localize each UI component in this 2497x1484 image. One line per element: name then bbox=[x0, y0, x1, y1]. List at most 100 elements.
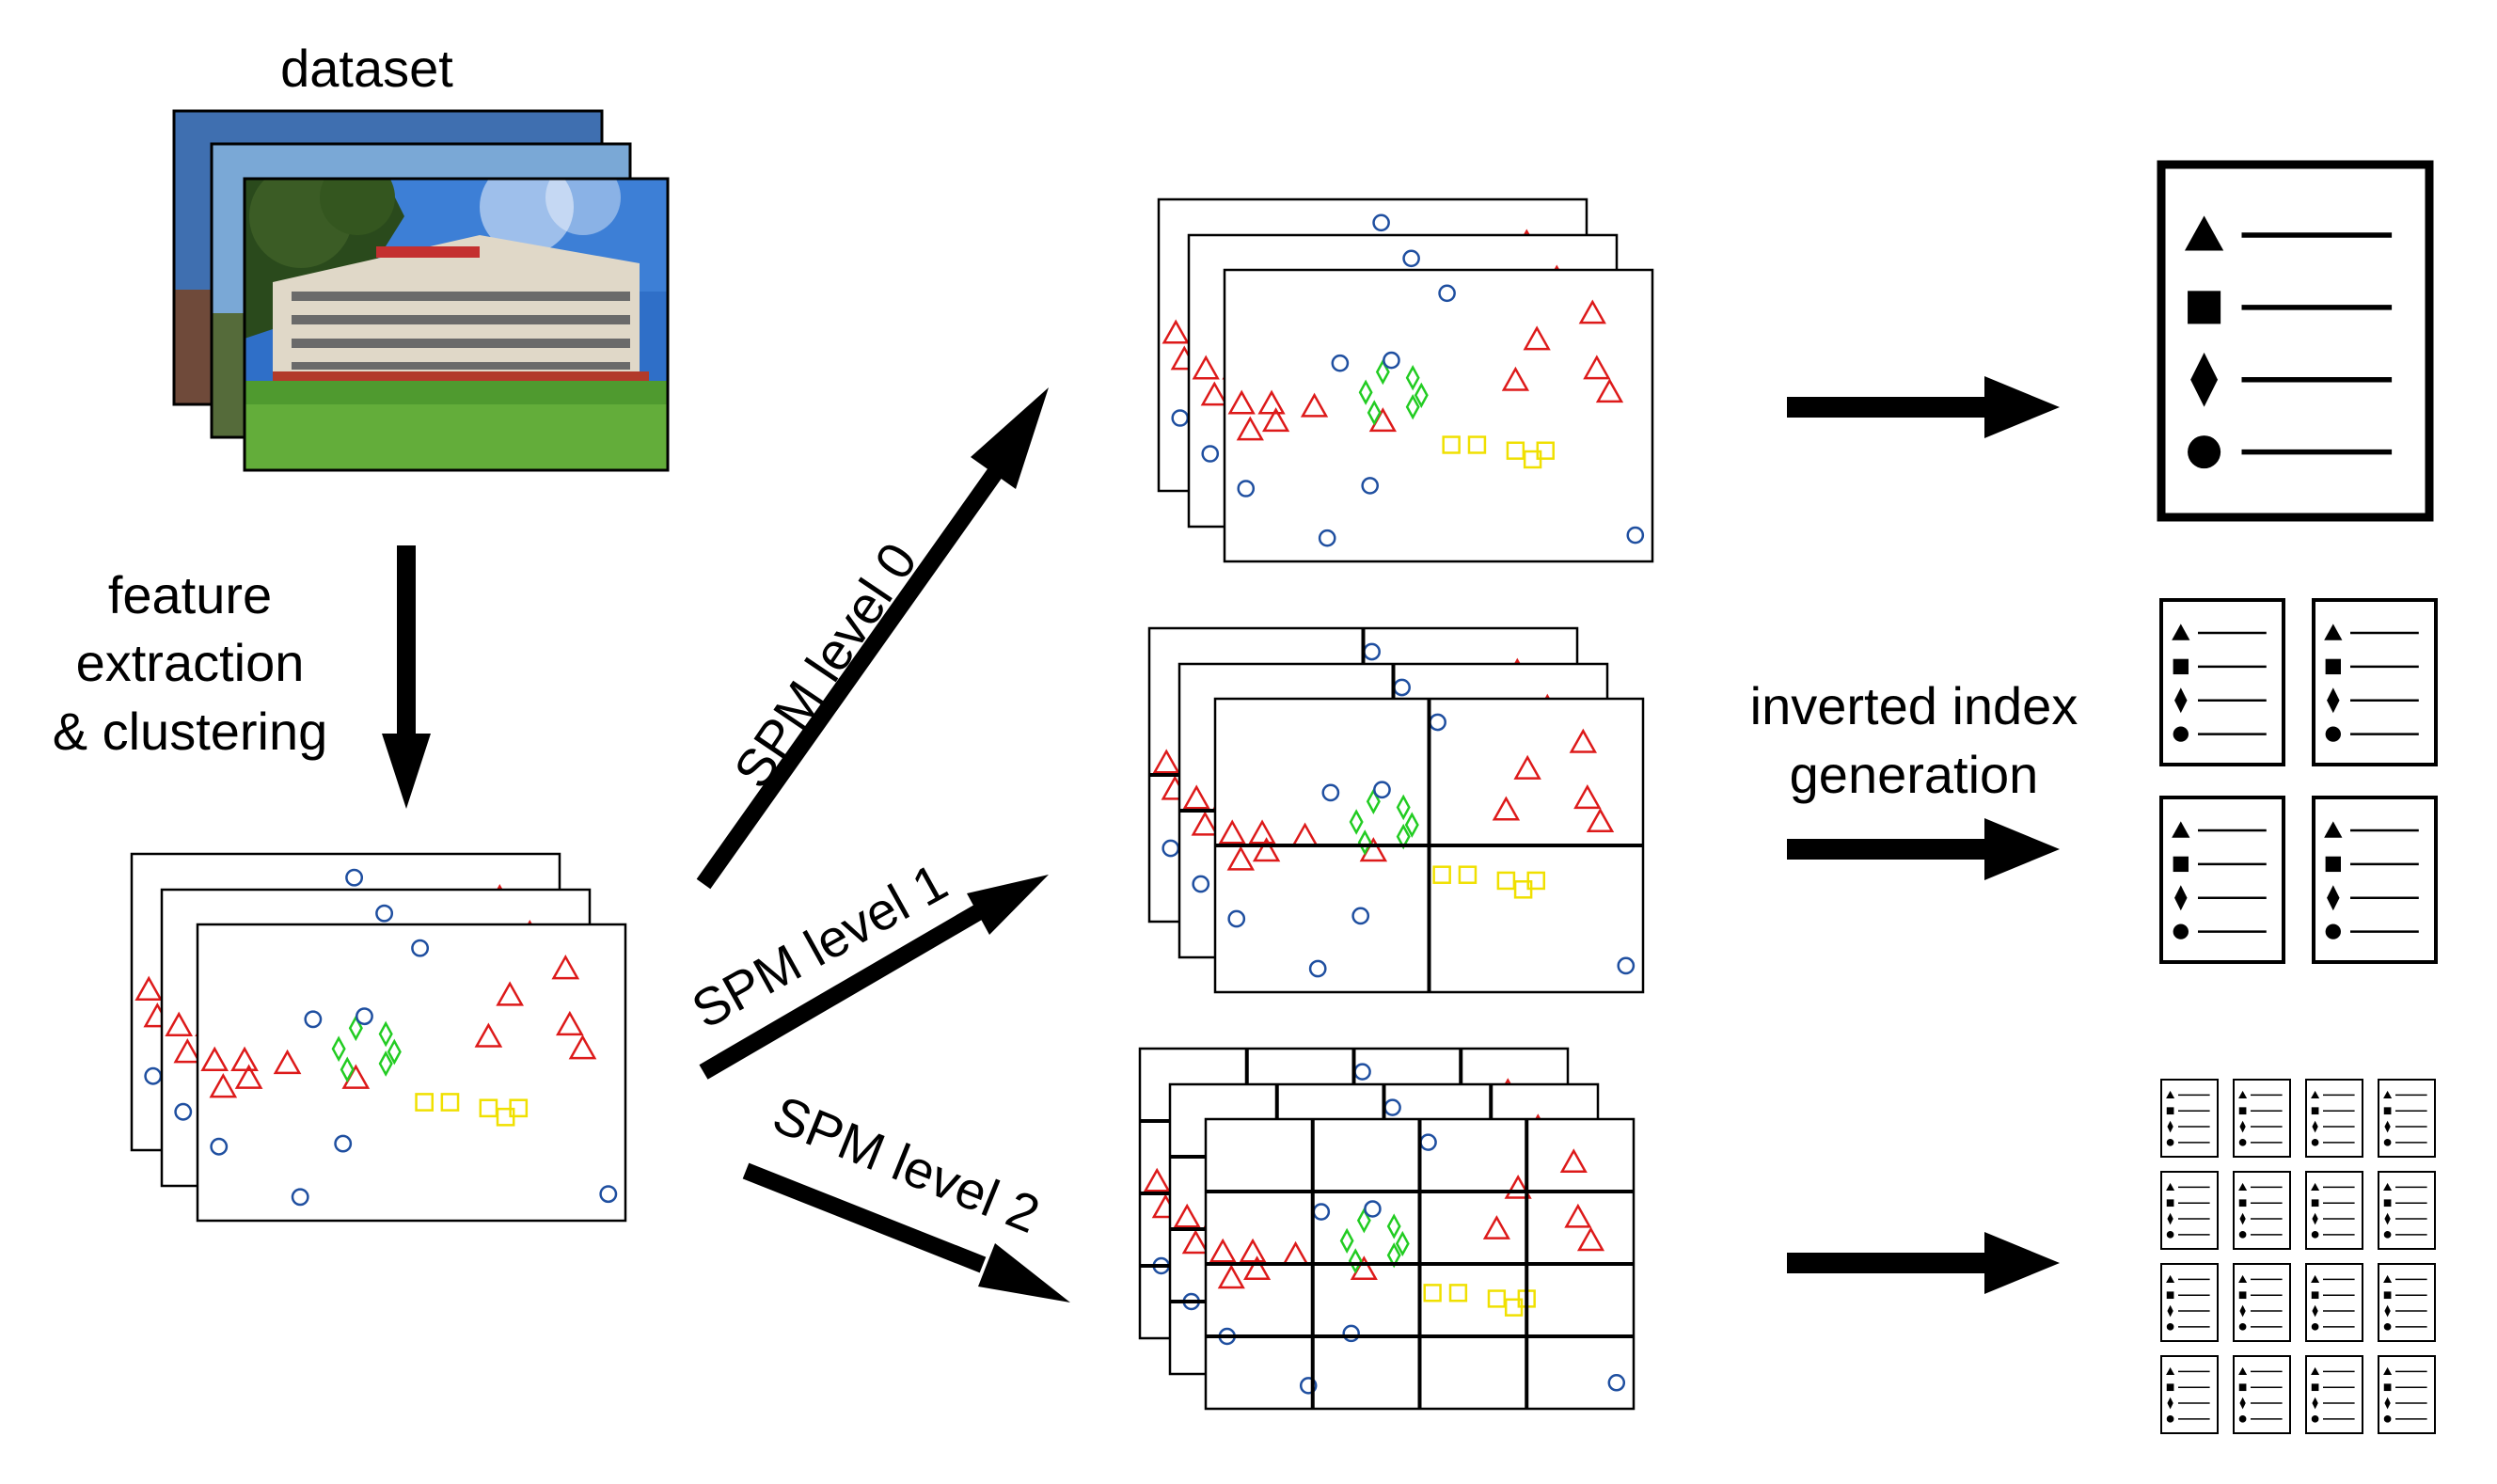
circle-marker bbox=[1373, 781, 1391, 799]
circle-icon bbox=[2383, 1138, 2392, 1146]
triangle-marker bbox=[568, 1034, 597, 1060]
triangle-icon bbox=[2172, 821, 2190, 838]
dataset-label: dataset bbox=[280, 39, 453, 98]
square-icon bbox=[2166, 1107, 2174, 1115]
triangle-marker bbox=[200, 1046, 229, 1071]
triangle-icon bbox=[2184, 215, 2224, 251]
circle-marker bbox=[1331, 354, 1350, 372]
triangle-marker bbox=[1200, 381, 1228, 406]
triangle-icon bbox=[2238, 1274, 2248, 1284]
triangle-marker bbox=[474, 1022, 503, 1048]
circle-marker bbox=[334, 1134, 353, 1153]
circle-marker bbox=[1227, 909, 1246, 928]
triangle-icon bbox=[2383, 1366, 2393, 1376]
diamond-marker bbox=[1349, 809, 1364, 835]
inverted-index-document bbox=[2160, 1355, 2219, 1434]
square-marker bbox=[1458, 865, 1478, 884]
triangle-marker bbox=[1257, 389, 1286, 415]
inverted-index-document bbox=[2312, 796, 2438, 964]
square-icon bbox=[2166, 1291, 2174, 1300]
inverted-index-document bbox=[2378, 1171, 2436, 1250]
circle-marker bbox=[1361, 477, 1380, 495]
circle-marker bbox=[375, 904, 394, 923]
inverted-index-document bbox=[2378, 1079, 2436, 1158]
circle-icon bbox=[2238, 1230, 2247, 1239]
feature-map-card bbox=[1213, 697, 1645, 994]
inverted-index-document bbox=[2305, 1263, 2363, 1342]
dataset-photo-stack bbox=[172, 109, 670, 472]
triangle-icon bbox=[2238, 1182, 2248, 1192]
triangle-marker bbox=[209, 1073, 238, 1098]
triangle-marker bbox=[1226, 845, 1256, 871]
square-icon bbox=[2383, 1291, 2392, 1300]
circle-icon bbox=[2166, 1138, 2174, 1146]
circle-marker bbox=[1299, 1377, 1318, 1395]
spm-level-1-stack bbox=[1147, 626, 1645, 994]
circle-icon bbox=[2311, 1230, 2319, 1239]
triangle-icon bbox=[2166, 1090, 2175, 1099]
triangle-marker bbox=[1492, 796, 1521, 821]
triangle-marker bbox=[1227, 389, 1256, 415]
square-marker bbox=[1432, 865, 1451, 884]
triangle-marker bbox=[1239, 1238, 1267, 1263]
diamond-icon bbox=[2190, 352, 2219, 407]
circle-marker bbox=[1364, 1200, 1382, 1218]
square-marker bbox=[415, 1093, 434, 1112]
triangle-marker bbox=[496, 981, 524, 1006]
diamond-marker bbox=[1357, 829, 1372, 856]
feature-extraction-label: feature extraction & clustering bbox=[53, 565, 328, 761]
square-icon bbox=[2311, 1107, 2319, 1115]
triangle-marker bbox=[1143, 1167, 1171, 1192]
square-marker bbox=[1442, 435, 1461, 454]
triangle-marker bbox=[230, 1046, 259, 1071]
triangle-icon bbox=[2311, 1274, 2320, 1284]
triangle-marker bbox=[165, 1011, 194, 1036]
spm-level-2-arrow bbox=[742, 1162, 1070, 1302]
spm-level-0-arrow bbox=[696, 387, 1049, 890]
index-arrow-level-2 bbox=[1787, 1232, 2060, 1294]
diamond-marker bbox=[331, 1035, 346, 1063]
circle-marker bbox=[1402, 249, 1420, 268]
circle-marker bbox=[1237, 480, 1256, 497]
inverted-index-document bbox=[2160, 1079, 2219, 1158]
diamond-marker bbox=[1358, 379, 1373, 405]
square-icon bbox=[2238, 1107, 2247, 1115]
triangle-icon bbox=[2166, 1274, 2175, 1284]
square-icon bbox=[2311, 1291, 2319, 1300]
triangle-marker bbox=[551, 955, 580, 980]
spm-level-0-stack bbox=[1157, 197, 1654, 563]
circle-marker bbox=[1318, 529, 1336, 547]
diamond-marker bbox=[1404, 812, 1419, 838]
diamond-marker bbox=[1367, 400, 1382, 426]
triangle-marker bbox=[1523, 325, 1551, 351]
triangle-marker bbox=[1217, 1264, 1245, 1289]
circle-icon bbox=[2166, 1322, 2174, 1331]
diamond-marker bbox=[1396, 794, 1411, 821]
circle-icon bbox=[2311, 1322, 2319, 1331]
circle-marker bbox=[1342, 1324, 1360, 1343]
circle-icon bbox=[2173, 726, 2189, 742]
triangle-marker bbox=[1236, 416, 1264, 441]
triangle-marker bbox=[1261, 407, 1290, 433]
triangle-marker bbox=[273, 1049, 302, 1075]
diamond-marker bbox=[1405, 365, 1420, 391]
circle-marker bbox=[1201, 445, 1220, 463]
triangle-marker bbox=[1569, 728, 1598, 753]
feature-map-card bbox=[196, 923, 627, 1223]
circle-icon bbox=[2325, 726, 2341, 742]
square-icon bbox=[2383, 1107, 2392, 1115]
triangle-marker bbox=[1583, 355, 1611, 380]
square-icon bbox=[2173, 856, 2189, 873]
diamond-marker bbox=[340, 1056, 355, 1083]
inverted-index-document bbox=[2159, 796, 2285, 964]
diamond-marker bbox=[378, 1020, 393, 1048]
triangle-marker bbox=[1501, 366, 1530, 391]
triangle-marker bbox=[1182, 784, 1210, 810]
inverted-index-documents bbox=[2157, 160, 2438, 1434]
triangle-marker bbox=[1181, 1229, 1209, 1255]
triangle-marker bbox=[1586, 807, 1615, 833]
triangle-marker bbox=[1559, 1148, 1588, 1174]
spm-level-2-stack bbox=[1138, 1047, 1636, 1411]
circle-marker bbox=[411, 939, 430, 957]
circle-icon bbox=[2173, 924, 2189, 939]
